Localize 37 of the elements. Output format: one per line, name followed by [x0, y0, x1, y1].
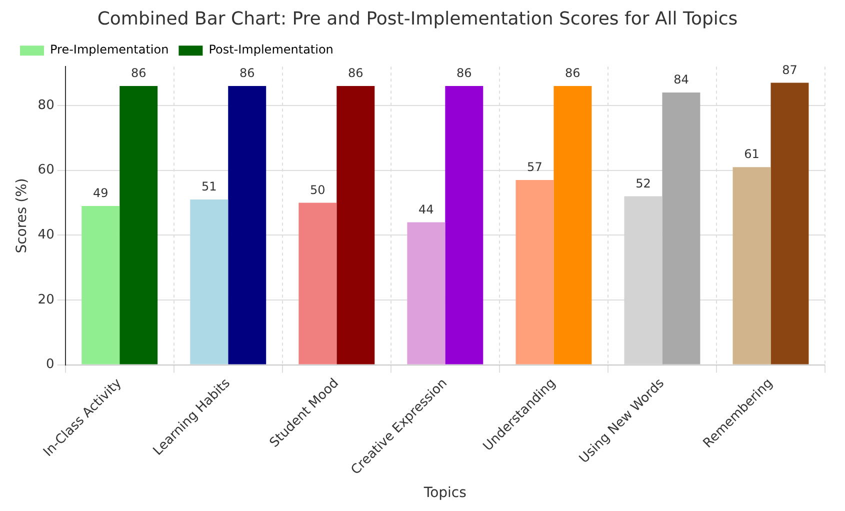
y-tick-label: 20 — [38, 292, 54, 308]
y-axis-title: Scores (%) — [14, 178, 30, 254]
bar — [298, 202, 337, 364]
data-label: 52 — [636, 176, 651, 190]
chart-title: Combined Bar Chart: Pre and Post-Implementation Scores for All Topics — [97, 8, 738, 30]
data-label: 61 — [744, 147, 760, 162]
data-label: 86 — [456, 66, 472, 80]
bar — [516, 180, 554, 364]
bar — [770, 82, 809, 364]
bar — [190, 200, 228, 364]
bar — [732, 167, 771, 364]
y-tick-label: 40 — [38, 228, 54, 243]
data-label: 44 — [418, 202, 434, 216]
data-label: 86 — [239, 66, 255, 80]
data-label: 86 — [565, 66, 580, 80]
legend-label: Post-Implementation — [208, 42, 334, 57]
bar — [228, 86, 266, 364]
x-axis-title: Topics — [422, 485, 466, 502]
bar — [662, 92, 700, 364]
y-tick-label: 0 — [46, 357, 54, 372]
bar — [407, 222, 446, 364]
data-label: 50 — [310, 182, 326, 197]
data-label: 84 — [674, 72, 689, 87]
bar — [82, 206, 120, 364]
data-label: 51 — [201, 180, 217, 194]
data-label: 87 — [782, 62, 798, 77]
y-tick-label: 60 — [38, 162, 54, 178]
bar — [445, 86, 484, 364]
legend-label: Pre-Implementation — [50, 42, 169, 57]
data-label: 57 — [527, 160, 542, 174]
data-label: 49 — [92, 186, 108, 200]
data-label: 86 — [348, 66, 364, 80]
data-label: 86 — [130, 66, 146, 80]
bar — [336, 86, 375, 364]
bar — [120, 86, 158, 364]
bar — [554, 86, 592, 364]
y-tick-label: 80 — [38, 98, 54, 113]
